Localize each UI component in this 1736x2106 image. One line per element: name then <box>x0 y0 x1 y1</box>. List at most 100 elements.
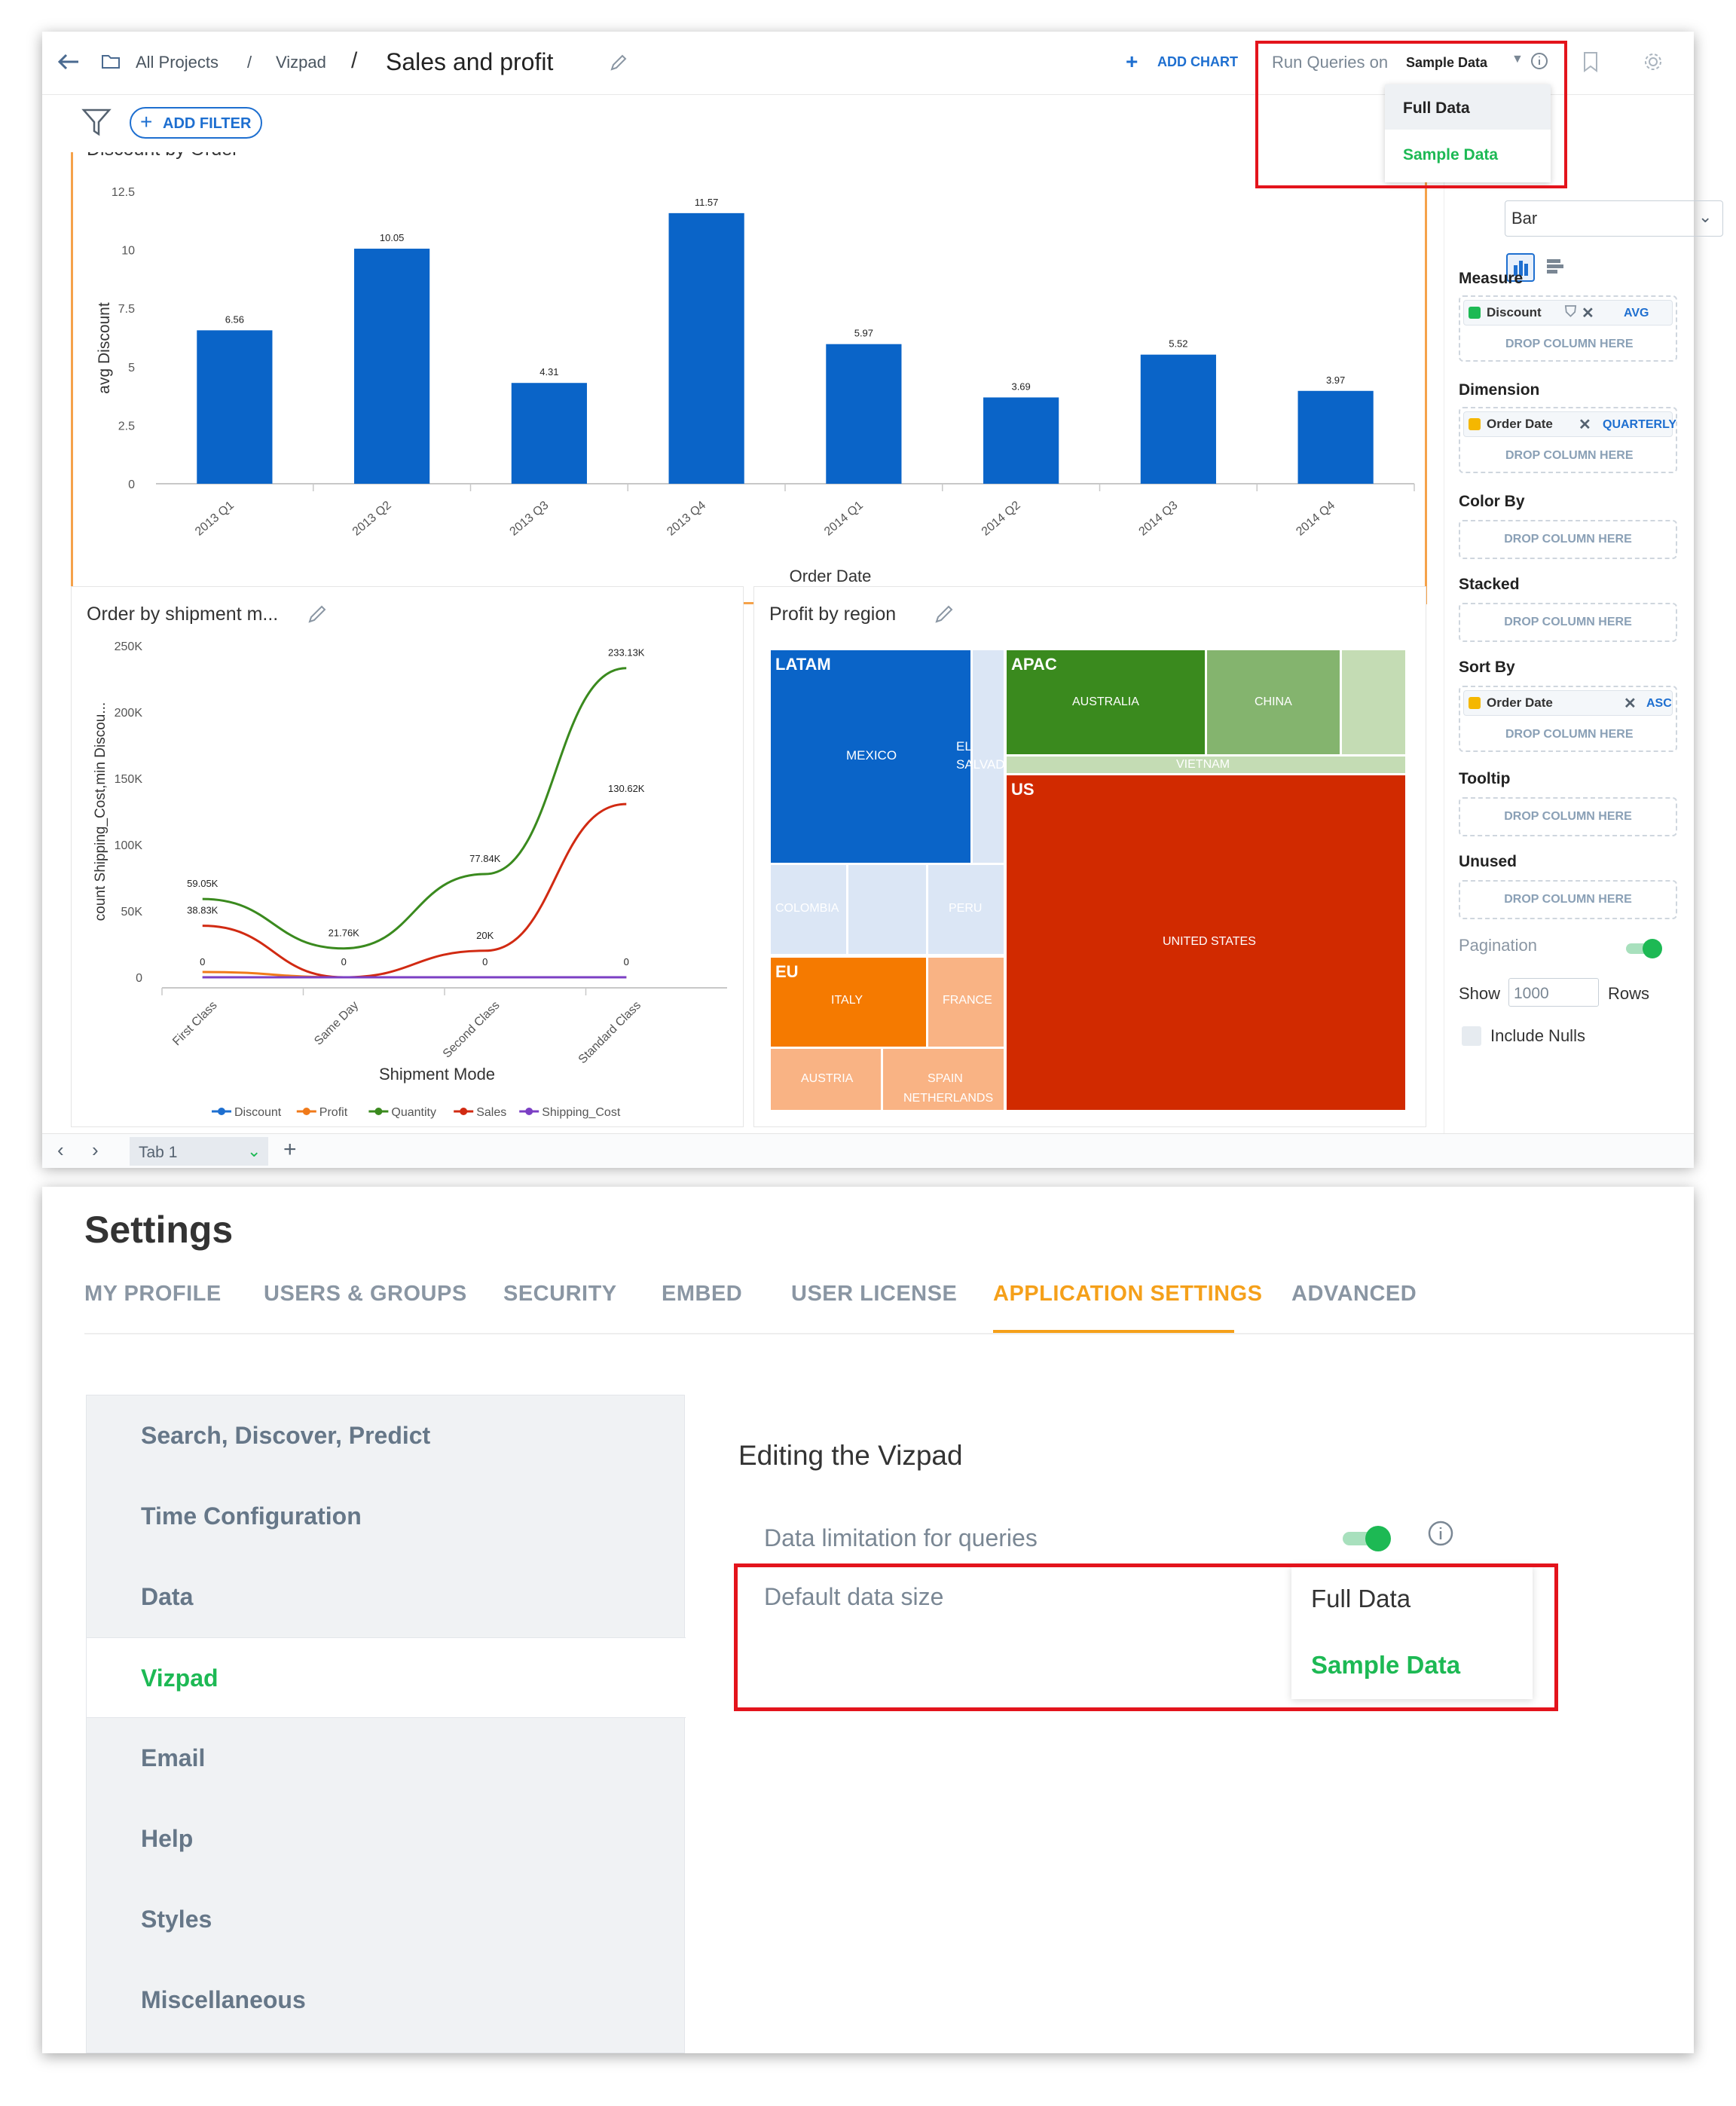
bookmark-icon[interactable] <box>1582 51 1599 72</box>
run-queries-select[interactable]: Sample Data <box>1406 55 1488 70</box>
nav-email[interactable]: Email <box>141 1744 206 1771</box>
treemap-cell-mexico[interactable] <box>771 650 970 863</box>
edit-pencil-icon[interactable] <box>609 53 628 72</box>
color-by-dropzone[interactable]: DROP COLUMN HERE <box>1459 520 1677 559</box>
tab-1[interactable]: Tab 1 ⌄ <box>130 1137 268 1166</box>
dimension-dropzone[interactable]: Order Date ✕ QUARTERLY DROP COLUMN HERE <box>1459 407 1677 473</box>
measure-dropzone[interactable]: Discount ⛉ ✕ AVG DROP COLUMN HERE <box>1459 295 1677 362</box>
nav-styles[interactable]: Styles <box>141 1906 212 1933</box>
aggregation-select[interactable]: AVG <box>1624 307 1649 319</box>
nav-help[interactable]: Help <box>141 1825 194 1852</box>
y-tick-label: 0 <box>136 972 142 985</box>
treemap-cell-colombia[interactable] <box>771 865 846 954</box>
treemap-cell-label: SPAIN <box>928 1072 963 1085</box>
stacked-heading: Stacked <box>1459 576 1520 593</box>
nav-search-discover-predict[interactable]: Search, Discover, Predict <box>141 1422 431 1449</box>
treemap-cell-vietnam[interactable] <box>1007 757 1405 773</box>
tooltip-heading: Tooltip <box>1459 770 1511 787</box>
tab-my-profile[interactable]: MY PROFILE <box>84 1282 222 1306</box>
info-icon[interactable] <box>1427 1520 1454 1547</box>
option-sample-data[interactable]: Sample Data <box>1385 131 1551 176</box>
sort-chip[interactable]: Order Date ✕ ASC <box>1463 690 1673 716</box>
nav-data[interactable]: Data <box>141 1583 194 1610</box>
nav-miscellaneous[interactable]: Miscellaneous <box>141 1986 306 2013</box>
tab-application-settings[interactable]: APPLICATION SETTINGS <box>993 1282 1263 1306</box>
horizontal-bar-icon[interactable] <box>1541 253 1569 282</box>
tab-security[interactable]: SECURITY <box>503 1282 617 1306</box>
bar-chart: 12.5 10 7.5 5 2.5 0 6.56 2013 Q1 10.05 2013 Q2 4.3… <box>96 186 1415 585</box>
treemap-cell-australia[interactable] <box>1007 650 1205 754</box>
chart-card-shipment[interactable]: Order by shipment m... 250K 200K 150K 100K 5… <box>71 586 744 1127</box>
pagination-toggle[interactable] <box>1626 939 1662 958</box>
treemap-cell-el-salvador[interactable] <box>973 650 1004 863</box>
treemap-cell-france[interactable] <box>928 958 1004 1047</box>
run-queries-dropdown: Full Data Sample Data <box>1385 84 1551 182</box>
chevron-down-icon[interactable]: ⌄ <box>247 1142 261 1160</box>
close-icon[interactable]: ✕ <box>1579 417 1591 433</box>
nav-time-configuration[interactable]: Time Configuration <box>141 1502 362 1530</box>
chart-type-select[interactable]: Bar ⌄ <box>1505 200 1723 237</box>
measure-chip[interactable]: Discount ⛉ ✕ AVG <box>1463 300 1673 326</box>
granularity-select[interactable]: QUARTERLY <box>1603 418 1677 431</box>
sort-direction-select[interactable]: ASC <box>1646 697 1672 710</box>
treemap-cell-spain[interactable] <box>883 1049 1004 1110</box>
tab-embed[interactable]: EMBED <box>662 1282 743 1306</box>
sort-by-heading: Sort By <box>1459 659 1515 676</box>
filter-icon[interactable] <box>81 107 112 137</box>
breadcrumb-vizpad[interactable]: Vizpad <box>276 53 326 72</box>
sort-by-dropzone[interactable]: Order Date ✕ ASC DROP COLUMN HERE <box>1459 686 1677 752</box>
y-tick-label: 5 <box>128 362 135 374</box>
treemap-cell-united-states[interactable] <box>1007 775 1405 1110</box>
close-icon[interactable]: ✕ <box>1624 695 1637 712</box>
rows-input[interactable]: 1000 <box>1508 978 1599 1007</box>
treemap-cell-austria[interactable] <box>771 1049 881 1110</box>
bar <box>668 212 744 484</box>
add-tab-icon[interactable]: + <box>283 1137 297 1162</box>
nav-vizpad[interactable]: Vizpad <box>87 1637 686 1718</box>
chevron-right-icon[interactable]: › <box>92 1139 99 1161</box>
x-tick-label: 2013 Q2 <box>350 499 394 539</box>
option-sample-data[interactable]: Sample Data <box>1311 1651 1461 1679</box>
edit-pencil-icon[interactable] <box>307 602 329 625</box>
treemap-cell[interactable] <box>848 865 926 954</box>
treemap-cell-china[interactable] <box>1207 650 1340 754</box>
breadcrumb-all-projects[interactable]: All Projects <box>136 53 219 72</box>
data-limitation-toggle[interactable] <box>1343 1526 1391 1551</box>
vertical-bar-icon[interactable] <box>1506 253 1535 282</box>
edit-pencil-icon[interactable] <box>934 602 956 625</box>
bar <box>983 397 1059 484</box>
stacked-dropzone[interactable]: DROP COLUMN HERE <box>1459 603 1677 642</box>
back-arrow-icon[interactable] <box>57 53 80 71</box>
tooltip-dropzone[interactable]: DROP COLUMN HERE <box>1459 797 1677 836</box>
treemap-cell-italy[interactable] <box>771 958 926 1047</box>
chart-card-discount[interactable]: Discount by Order 12.5 10 7.5 5 2.5 0 6.56 2013… <box>71 152 1427 604</box>
tab-advanced[interactable]: ADVANCED <box>1291 1282 1417 1306</box>
data-label: 130.62K <box>608 783 645 794</box>
treemap-cell-label: VIETNAM <box>1176 758 1230 771</box>
chevron-left-icon[interactable]: ‹ <box>57 1139 64 1161</box>
data-label: 38.83K <box>187 905 219 916</box>
x-axis-title: Order Date <box>790 567 872 585</box>
color-by-heading: Color By <box>1459 493 1525 510</box>
chevron-down-icon[interactable]: ▼ <box>1511 53 1524 66</box>
gear-icon[interactable] <box>1643 51 1664 72</box>
add-chart-button[interactable]: ADD CHART <box>1157 54 1238 69</box>
tab-users-groups[interactable]: USERS & GROUPS <box>264 1282 467 1306</box>
dimension-heading: Dimension <box>1459 381 1540 399</box>
legend-marker <box>302 1108 310 1115</box>
breadcrumb-separator: / <box>351 48 358 73</box>
treemap-cell-peru[interactable] <box>928 865 1004 954</box>
option-full-data[interactable]: Full Data <box>1385 84 1551 130</box>
chart-card-region[interactable]: Profit by region LATAM MEXICO EL SALVADO… <box>753 586 1426 1127</box>
unused-dropzone[interactable]: DROP COLUMN HERE <box>1459 880 1677 919</box>
tab-user-license[interactable]: USER LICENSE <box>791 1282 958 1306</box>
treemap-group-label: US <box>1011 780 1035 799</box>
close-icon[interactable]: ✕ <box>1582 305 1594 322</box>
dimension-chip[interactable]: Order Date ✕ QUARTERLY <box>1463 411 1677 437</box>
add-filter-button[interactable]: + ADD FILTER <box>130 107 262 139</box>
filter-icon[interactable]: ⛉ <box>1565 304 1576 320</box>
treemap-cell[interactable] <box>1342 650 1405 754</box>
include-nulls-checkbox[interactable] <box>1462 1026 1481 1046</box>
info-icon[interactable] <box>1530 51 1549 71</box>
option-full-data[interactable]: Full Data <box>1311 1585 1411 1612</box>
